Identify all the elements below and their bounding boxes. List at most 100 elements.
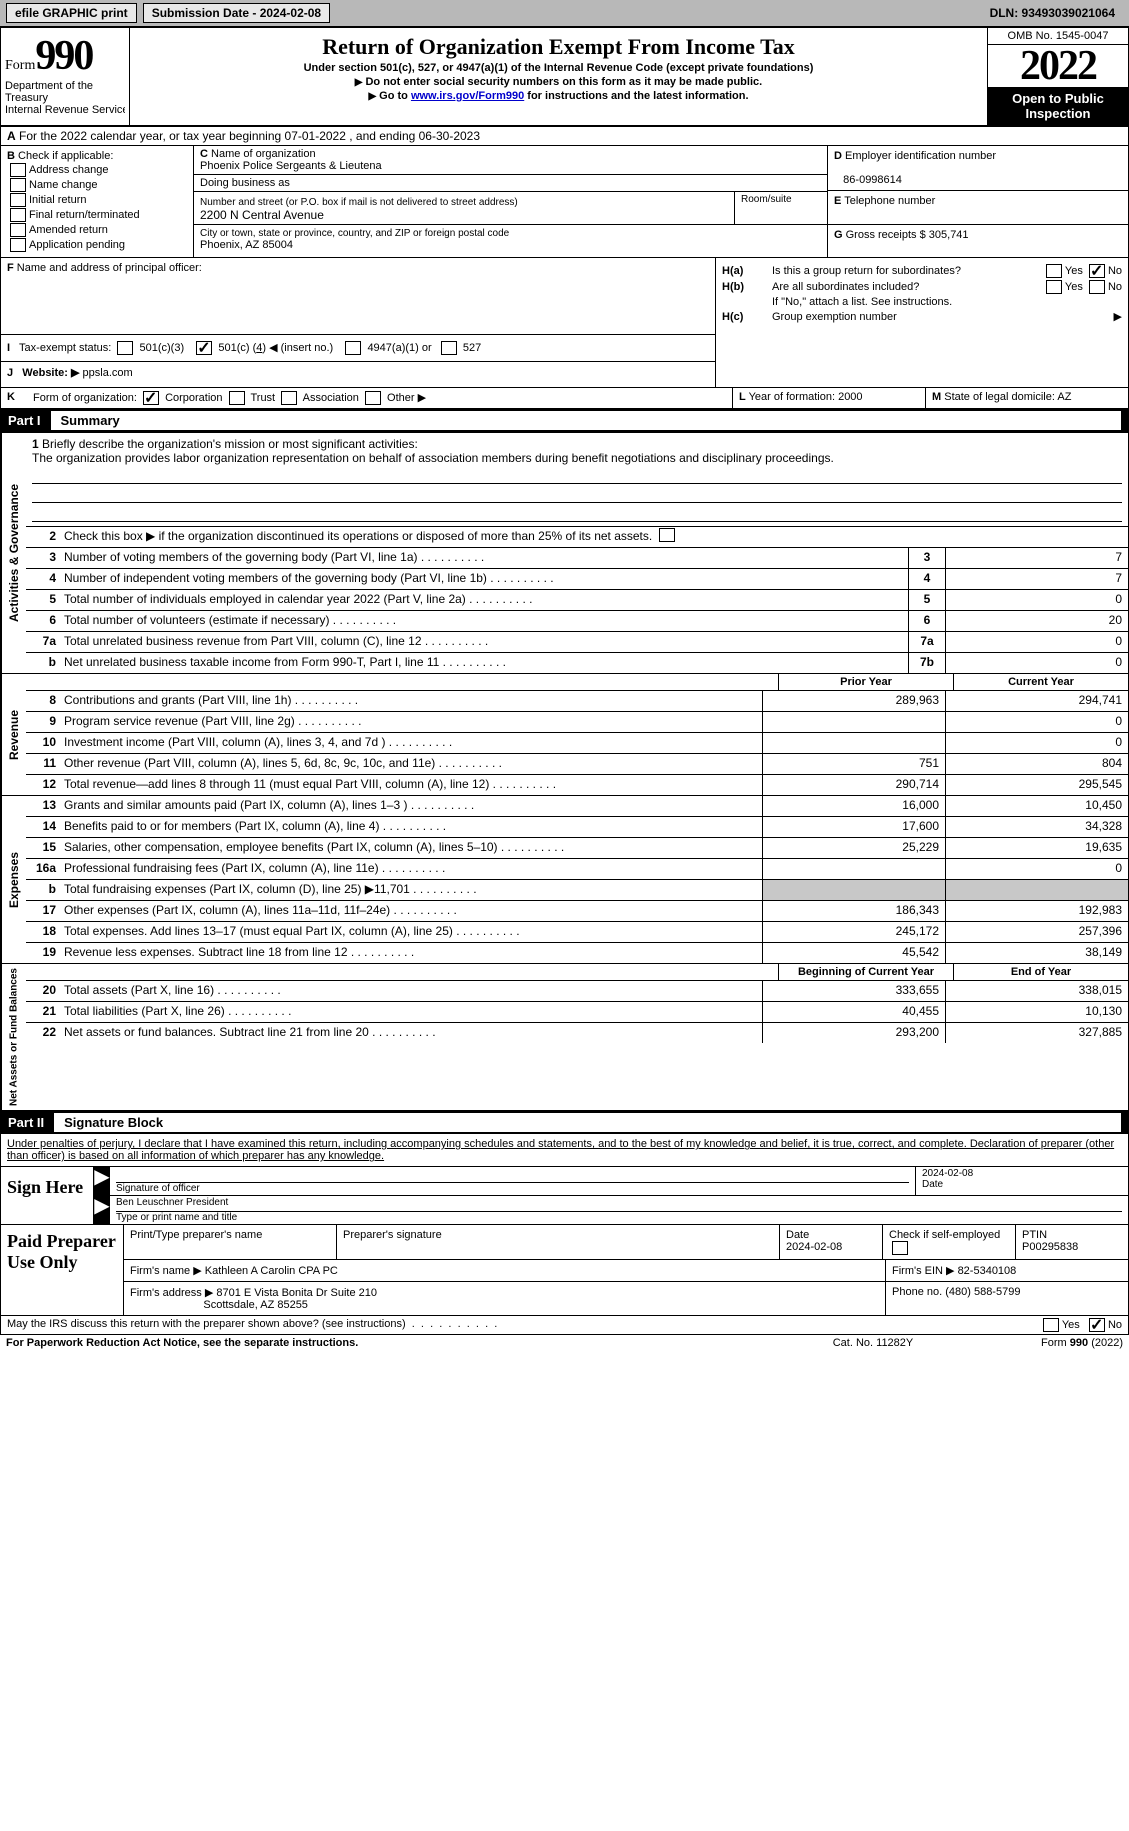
check-initial-return[interactable]: Initial return	[7, 193, 187, 207]
ha-no[interactable]	[1089, 264, 1105, 278]
summary-row: 7aTotal unrelated business revenue from …	[26, 632, 1128, 653]
summary-row: 8Contributions and grants (Part VIII, li…	[26, 691, 1128, 712]
check-527[interactable]	[441, 341, 457, 355]
goto-prefix: Go to	[368, 90, 410, 102]
check-pending[interactable]: Application pending	[7, 238, 187, 252]
check-trust[interactable]	[229, 391, 245, 405]
summary-row: bNet unrelated business taxable income f…	[26, 653, 1128, 673]
opt-527: 527	[463, 342, 481, 354]
sig-date-label: Date	[922, 1179, 943, 1190]
summary-row: 18Total expenses. Add lines 13–17 (must …	[26, 922, 1128, 943]
sig-name-field: Ben Leuschner President Type or print na…	[110, 1196, 1128, 1224]
sign-here-block: Sign Here ▶ Signature of officer 2024-02…	[0, 1167, 1129, 1225]
tel-label: Telephone number	[844, 195, 935, 207]
officer-label: Name and address of principal officer:	[17, 262, 202, 274]
check-corp[interactable]	[143, 391, 159, 405]
check-applicable-label: Check if applicable:	[18, 150, 113, 162]
begin-end-header: Beginning of Current Year End of Year	[26, 964, 1128, 981]
prep-sig-label: Preparer's signature	[337, 1225, 780, 1259]
year-formation: L Year of formation: 2000	[732, 388, 925, 408]
check-discontinued[interactable]	[659, 528, 675, 542]
check-501c3[interactable]	[117, 341, 133, 355]
website-label: Website: ▶	[22, 367, 79, 379]
page-footer: For Paperwork Reduction Act Notice, see …	[0, 1335, 1129, 1351]
summary-row: 9Program service revenue (Part VIII, lin…	[26, 712, 1128, 733]
sig-intro-text: Under penalties of perjury, I declare th…	[7, 1138, 1114, 1162]
signer-name: Ben Leuschner President	[116, 1197, 1122, 1212]
form-org-label: Form of organization:	[33, 392, 137, 404]
form-header: Form990 Department of the Treasury Inter…	[0, 27, 1129, 127]
row-k: K Form of organization: Corporation Trus…	[0, 388, 1129, 409]
discuss-no[interactable]	[1089, 1318, 1105, 1332]
check-final-return[interactable]: Final return/terminated	[7, 208, 187, 222]
ha-yes[interactable]	[1046, 264, 1062, 278]
hb-no[interactable]	[1089, 280, 1105, 294]
vtab-netassets: Net Assets or Fund Balances	[1, 964, 26, 1110]
check-amended[interactable]: Amended return	[7, 223, 187, 237]
part-1-title: Summary	[51, 411, 1121, 430]
ha-label: H(a)	[722, 265, 772, 277]
mission-row: 1 Briefly describe the organization's mi…	[26, 433, 1128, 527]
goto-suffix: for instructions and the latest informat…	[524, 90, 748, 102]
summary-row: 12Total revenue—add lines 8 through 11 (…	[26, 775, 1128, 795]
summary-row: 3Number of voting members of the governi…	[26, 548, 1128, 569]
gross-cell: G Gross receipts $ 305,741	[828, 225, 1128, 258]
summary-row: 4Number of independent voting members of…	[26, 569, 1128, 590]
irs-link[interactable]: www.irs.gov/Form990	[411, 90, 524, 102]
row-i-label: I	[7, 342, 10, 354]
hb-text: Are all subordinates included?	[772, 281, 1002, 293]
vtab-expenses: Expenses	[1, 796, 26, 963]
block-bcd: B Check if applicable: Address change Na…	[0, 146, 1129, 258]
dln-label: DLN: 93493039021064	[982, 4, 1123, 22]
gross-label: Gross receipts $	[846, 229, 926, 241]
efile-print-button[interactable]: efile GRAPHIC print	[6, 3, 137, 23]
check-other[interactable]	[365, 391, 381, 405]
col-h-group: H(a) Is this a group return for subordin…	[715, 258, 1128, 387]
summary-row: 5Total number of individuals employed in…	[26, 590, 1128, 611]
check-selfemp[interactable]	[892, 1241, 908, 1255]
paid-preparer-block: Paid Preparer Use Only Print/Type prepar…	[0, 1225, 1129, 1316]
header-right: OMB No. 1545-0047 2022 Open to Public In…	[987, 28, 1128, 125]
hb-yes[interactable]	[1046, 280, 1062, 294]
street-label: Number and street (or P.O. box if mail i…	[200, 197, 518, 208]
header-left: Form990 Department of the Treasury Inter…	[1, 28, 130, 125]
row-a-tax-year: A For the 2022 calendar year, or tax yea…	[0, 127, 1129, 146]
check-address-change[interactable]: Address change	[7, 163, 187, 177]
vtab-activities: Activities & Governance	[1, 433, 26, 673]
prep-date-value: 2024-02-08	[786, 1241, 842, 1253]
summary-row: 17Other expenses (Part IX, column (A), l…	[26, 901, 1128, 922]
city-cell: City or town, state or province, country…	[194, 225, 827, 253]
hb-note: If "No," attach a list. See instructions…	[722, 296, 1122, 308]
summary-row: 19Revenue less expenses. Subtract line 1…	[26, 943, 1128, 963]
discuss-yes[interactable]	[1043, 1318, 1059, 1332]
tax-year: 2022	[988, 45, 1128, 87]
opt-501c-pre: 501(c) (	[218, 342, 256, 354]
part-2-header: Part II Signature Block	[0, 1111, 1129, 1134]
check-name-change[interactable]: Name change	[7, 178, 187, 192]
gross-value: 305,741	[929, 229, 969, 241]
city-label: City or town, state or province, country…	[200, 228, 509, 239]
paperwork-notice: For Paperwork Reduction Act Notice, see …	[6, 1337, 773, 1349]
vtab-revenue: Revenue	[1, 674, 26, 795]
check-501c[interactable]	[196, 341, 212, 355]
firm-name-value: Kathleen A Carolin CPA PC	[205, 1265, 338, 1277]
firm-addr-1: 8701 E Vista Bonita Dr Suite 210	[216, 1287, 377, 1299]
room-suite: Room/suite	[735, 192, 827, 224]
summary-row: 21Total liabilities (Part X, line 26)40,…	[26, 1002, 1128, 1023]
submission-date: Submission Date - 2024-02-08	[143, 3, 330, 23]
form-990-number: 990	[35, 33, 92, 79]
revenue-section: Revenue Prior Year Current Year 8Contrib…	[0, 674, 1129, 796]
discuss-row: May the IRS discuss this return with the…	[0, 1316, 1129, 1335]
open-inspection: Open to Public Inspection	[988, 87, 1128, 125]
form-word: Form	[5, 58, 35, 73]
firm-name-label: Firm's name ▶	[130, 1265, 202, 1277]
col-end-year: End of Year	[953, 964, 1128, 980]
form-title: Return of Organization Exempt From Incom…	[138, 34, 979, 60]
dba-label: Doing business as	[200, 177, 290, 189]
check-4947[interactable]	[345, 341, 361, 355]
check-assoc[interactable]	[281, 391, 297, 405]
summary-row: 14Benefits paid to or for members (Part …	[26, 817, 1128, 838]
mission-text: The organization provides labor organiza…	[32, 451, 834, 465]
part-2-title: Signature Block	[54, 1113, 1121, 1132]
col-f-officer: F Name and address of principal officer:…	[1, 258, 715, 387]
